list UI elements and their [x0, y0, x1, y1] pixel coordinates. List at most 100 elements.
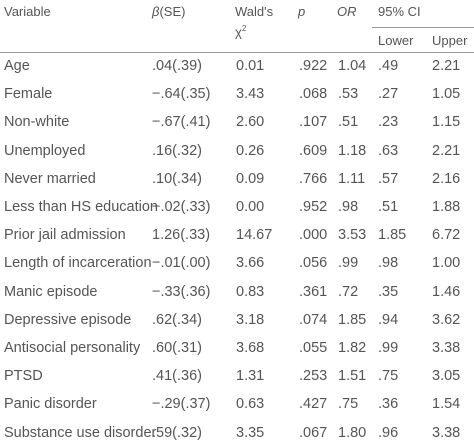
p-cell: .253	[299, 368, 328, 385]
p-cell: .000	[299, 227, 328, 244]
beta-cell: .04(.39)	[152, 58, 202, 74]
or-cell: .72	[338, 283, 359, 300]
lower-cell: .51	[378, 199, 399, 215]
p-cell: .107	[299, 114, 328, 131]
variable-cell: PTSD	[4, 368, 43, 385]
wald-cell: 0.09	[236, 170, 265, 187]
upper-cell: 1.00	[432, 255, 461, 272]
beta-cell: 1.26(.33)	[152, 227, 211, 244]
variable-cell: Length of incarceration	[4, 255, 152, 272]
variable-cell: Panic disorder	[4, 396, 97, 413]
or-cell: .98	[338, 199, 359, 215]
upper-cell: 3.05	[432, 368, 461, 385]
or-cell: 1.04	[338, 58, 367, 74]
variable-cell: Age	[4, 58, 30, 74]
beta-cell: .10(.34)	[152, 170, 202, 187]
header-wald-chi: χ2	[235, 24, 247, 40]
upper-cell: 3.38	[432, 424, 461, 440]
p-cell: .766	[299, 170, 328, 187]
p-cell: .056	[299, 255, 328, 272]
or-cell: 1.80	[338, 424, 367, 440]
lower-cell: .49	[378, 58, 399, 74]
variable-cell: Depressive episode	[4, 311, 132, 328]
upper-cell: 3.38	[432, 340, 461, 356]
p-cell: .068	[299, 86, 328, 103]
wald-cell: 0.83	[236, 283, 265, 300]
or-cell: 3.53	[338, 227, 367, 244]
lower-cell: 1.85	[378, 227, 407, 244]
header-rule	[0, 52, 474, 53]
wald-cell: 0.00	[236, 199, 265, 215]
beta-rest: (SE)	[159, 4, 186, 19]
wald-cell: 1.31	[236, 368, 265, 385]
or-cell: .51	[338, 114, 359, 131]
upper-cell: 2.21	[432, 142, 461, 159]
wald-cell: 3.43	[236, 86, 265, 103]
wald-cell: 3.66	[236, 255, 265, 272]
beta-cell: −.67(.41)	[152, 114, 211, 131]
p-cell: .074	[299, 311, 328, 328]
or-cell: 1.85	[338, 311, 367, 328]
wald-cell: 0.63	[236, 396, 265, 413]
chi-sup: 2	[241, 24, 247, 33]
header-variable: Variable	[4, 4, 51, 19]
beta-cell: .59(.32)	[152, 424, 202, 440]
beta-cell: −.01(.00)	[152, 255, 211, 272]
variable-cell: Never married	[4, 170, 96, 187]
or-cell: 1.82	[338, 340, 367, 356]
upper-cell: 1.15	[432, 114, 461, 131]
p-cell: .922	[299, 58, 328, 74]
beta-symbol: β	[152, 4, 160, 19]
p-cell: .067	[299, 424, 328, 440]
lower-cell: .63	[378, 142, 399, 159]
header-or: OR	[337, 4, 357, 19]
or-cell: .99	[338, 255, 359, 272]
wald-cell: 3.18	[236, 311, 265, 328]
beta-cell: −.33(.36)	[152, 283, 211, 300]
p-cell: .427	[299, 396, 328, 413]
wald-cell: 0.01	[236, 58, 265, 74]
header-p: p	[298, 4, 306, 19]
lower-cell: .98	[378, 255, 399, 272]
lower-cell: .94	[378, 311, 399, 328]
p-cell: .609	[299, 142, 328, 159]
header-lower: Lower	[378, 33, 414, 48]
or-cell: .53	[338, 86, 359, 103]
variable-cell: Substance use disorder	[4, 424, 157, 440]
upper-cell: 2.16	[432, 170, 461, 187]
or-cell: 1.51	[338, 368, 367, 385]
beta-cell: .60(.31)	[152, 340, 202, 356]
p-cell: .952	[299, 199, 328, 215]
variable-cell: Female	[4, 86, 53, 103]
chi-symbol: χ	[235, 24, 242, 40]
wald-cell: 0.26	[236, 142, 265, 159]
lower-cell: .35	[378, 283, 399, 300]
header-upper: Upper	[432, 33, 468, 48]
or-cell: 1.18	[338, 142, 367, 159]
beta-cell: −.29(.37)	[152, 396, 211, 413]
variable-cell: Manic episode	[4, 283, 98, 300]
variable-cell: Less than HS education	[4, 199, 158, 215]
lower-cell: .27	[378, 86, 399, 103]
lower-cell: .96	[378, 424, 399, 440]
lower-cell: .36	[378, 396, 399, 413]
upper-cell: 1.46	[432, 283, 461, 300]
variable-cell: Non-white	[4, 114, 70, 131]
or-cell: .75	[338, 396, 359, 413]
beta-cell: −.64(.35)	[152, 86, 211, 103]
beta-cell: .16(.32)	[152, 142, 202, 159]
wald-cell: 3.68	[236, 340, 265, 356]
variable-cell: Unemployed	[4, 142, 86, 159]
header-wald: Wald's	[235, 4, 274, 19]
or-cell: 1.11	[338, 170, 366, 187]
ci-rule	[372, 27, 474, 28]
variable-cell: Antisocial personality	[4, 340, 141, 356]
lower-cell: .57	[378, 170, 399, 187]
upper-cell: 1.05	[432, 86, 461, 103]
wald-cell: 3.35	[236, 424, 265, 440]
lower-cell: .99	[378, 340, 399, 356]
wald-cell: 14.67	[236, 227, 273, 244]
upper-cell: 1.54	[432, 396, 461, 413]
p-cell: .055	[299, 340, 328, 356]
